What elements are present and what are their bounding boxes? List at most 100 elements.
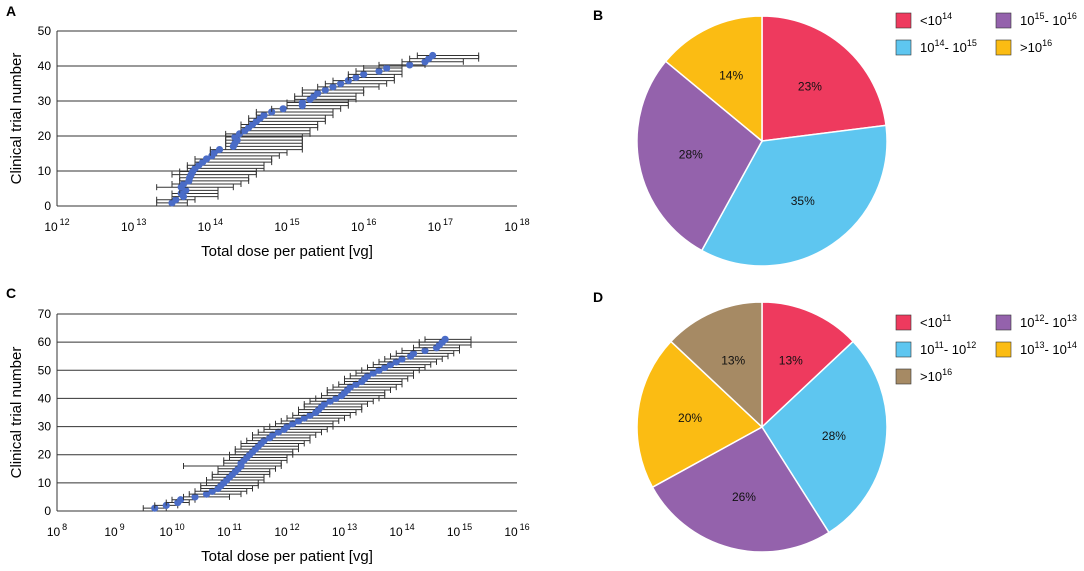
legend-swatch [895, 314, 912, 331]
slice-label: 20% [678, 411, 702, 425]
x-tick-label: 10 16 [504, 522, 529, 539]
data-point [369, 369, 377, 377]
data-point [344, 76, 352, 85]
data-point [215, 145, 224, 154]
y-axis-label: Clinical trial number [8, 53, 25, 185]
slice-label: 28% [822, 429, 846, 443]
x-tick-label: 10 14 [198, 217, 223, 234]
x-tick-label: 10 17 [428, 217, 453, 234]
legend-swatch [895, 39, 912, 56]
data-point [326, 397, 334, 405]
y-tick-label: 60 [38, 335, 52, 349]
x-tick-label: 10 13 [332, 522, 357, 539]
slice-label: 28% [679, 148, 703, 162]
y-tick-label: 20 [38, 448, 52, 462]
legend-swatch [995, 12, 1012, 29]
scatter-chart-a: 0 10 20 30 40 50 10 12 10 13 10 14 10 15 10 16 10 17 10 18 T… [8, 24, 530, 260]
data-point [202, 490, 211, 498]
x-axis-label: Total dose per patient [vg] [201, 243, 373, 260]
data-point [191, 493, 199, 501]
legend-label: 1011- 1012 [920, 340, 976, 357]
pie-slice [700, 124, 888, 267]
legend-label: 1012- 1013 [1020, 313, 1077, 330]
y-tick-label: 50 [38, 24, 52, 38]
data-point [337, 80, 345, 88]
slice-label: 13% [721, 353, 745, 367]
y-tick-label: 50 [38, 363, 52, 377]
data-point [421, 346, 429, 355]
pie-slice [669, 301, 763, 429]
data-point [363, 372, 372, 380]
legend-label: 1013- 1014 [1020, 340, 1077, 357]
data-point [306, 411, 314, 419]
data-point [332, 394, 340, 403]
data-point [441, 335, 449, 343]
data-point [352, 73, 360, 82]
y-tick-label: 0 [44, 199, 51, 213]
panel-label-a: A [6, 3, 16, 19]
data-point [392, 358, 400, 366]
legend-swatch [995, 39, 1012, 56]
y-tick-label: 0 [44, 504, 51, 518]
data-point [269, 431, 277, 439]
x-tick-label: 10 18 [504, 217, 529, 234]
data-point [208, 487, 216, 495]
data-point [320, 400, 328, 408]
legend-swatch [995, 341, 1012, 358]
y-tick-label: 70 [38, 307, 52, 321]
slice-label: 35% [791, 194, 815, 208]
pie-slice [636, 60, 763, 252]
data-point [352, 380, 360, 388]
y-tick-label: 30 [38, 94, 52, 108]
slice-label: 26% [732, 490, 756, 504]
slice-label: 23% [798, 80, 822, 94]
x-tick-label: 10 16 [351, 217, 376, 234]
pie-slice [651, 426, 831, 553]
y-tick-label: 10 [38, 164, 52, 178]
data-point [375, 366, 383, 374]
x-tick-label: 10 12 [44, 217, 69, 234]
data-point [398, 355, 406, 363]
data-point [300, 414, 308, 422]
data-point [329, 83, 337, 91]
x-tick-label: 10 11 [217, 522, 242, 539]
pie-slice [761, 340, 888, 534]
pie-slice [664, 15, 763, 143]
data-point [429, 51, 437, 60]
data-point [381, 363, 389, 372]
scatter-chart-c: 0 10 20 30 40 50 60 70 10 8 10 9 10 10 10 11 10 12 10 13 10 1… [8, 307, 530, 565]
panel-label-b: B [593, 7, 603, 23]
data-point [177, 496, 185, 504]
data-point [274, 428, 282, 436]
data-point [260, 437, 268, 445]
data-point [321, 86, 329, 94]
pie-chart-d: 13% 28% 26% 20% 13% <1011 1012- 1013 1011- 1012… [636, 301, 1077, 553]
data-point [268, 108, 276, 116]
y-tick-label: 40 [38, 391, 52, 405]
panel-label-d: D [593, 289, 603, 305]
legend-label: <1011 [920, 313, 951, 330]
x-tick-label: 10 14 [389, 522, 414, 539]
data-point [314, 89, 322, 97]
legend-swatch [895, 368, 912, 385]
data-point [360, 70, 368, 78]
y-tick-label: 40 [38, 59, 52, 73]
pie-slice [761, 301, 855, 429]
pie-slice [636, 340, 764, 489]
data-point [298, 98, 306, 107]
y-tick-label: 30 [38, 420, 52, 434]
x-tick-label: 10 9 [104, 522, 124, 539]
y-tick-label: 10 [38, 476, 52, 490]
data-point [202, 155, 211, 163]
legend-swatch [995, 314, 1012, 331]
x-tick-label: 10 12 [274, 522, 299, 539]
pie-chart-b: 23% 35% 28% 14% <1014 1015- 1016 1014- 1015 >10… [636, 11, 1077, 267]
legend-swatch [895, 341, 912, 358]
x-tick-label: 10 8 [47, 522, 67, 539]
data-point [406, 61, 414, 69]
x-tick-label: 10 13 [121, 217, 146, 234]
data-point [409, 349, 418, 357]
legend-label: >1016 [920, 367, 952, 384]
x-tick-label: 10 15 [447, 522, 472, 539]
